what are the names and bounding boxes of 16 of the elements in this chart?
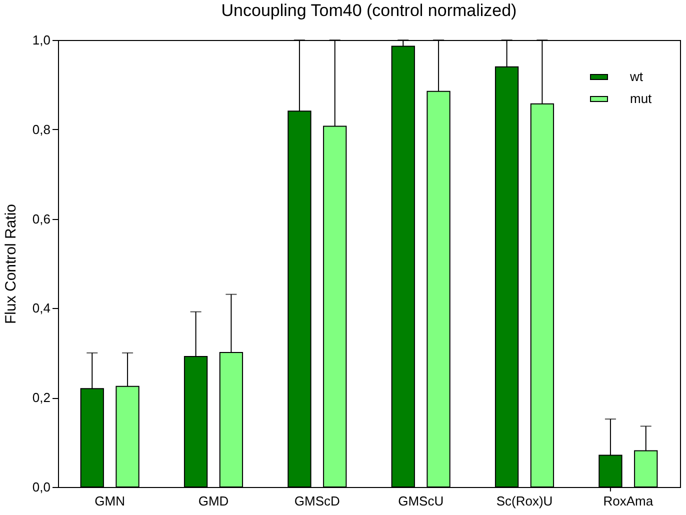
legend-label: mut [630,91,652,106]
x-tick-label: GMScU [398,494,444,508]
y-tick-label: 0,2 [32,390,50,406]
x-tick-label: GMD [198,494,229,508]
y-tick-label: 0,6 [32,211,50,226]
x-tick-label: Sc(Rox)U [496,494,553,508]
y-tick-label: 1,0 [32,32,50,48]
legend-label: wt [629,69,644,84]
y-tick-label: 0,4 [32,300,50,316]
y-axis-title: Flux Control Ratio [2,204,20,324]
x-tick-label: RoxAma [603,494,654,508]
x-tick-label: GMScD [294,494,340,508]
y-tick-label: 0,8 [32,122,50,137]
x-tick-label: GMN [94,494,126,508]
y-tick-label: 0,0 [32,480,50,494]
chart-title: Uncoupling Tom40 (control normalized) [221,1,517,20]
